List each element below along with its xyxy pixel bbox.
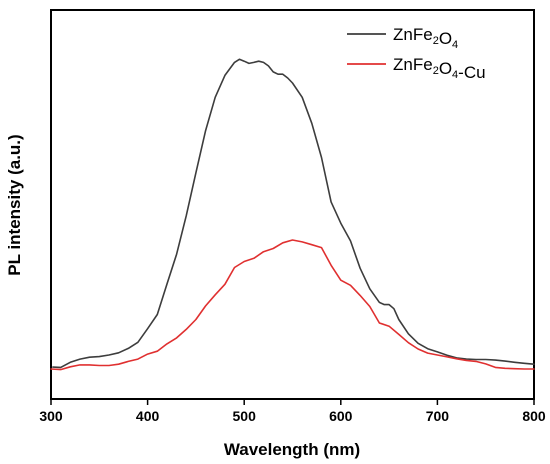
legend: ZnFe2O4 ZnFe2O4-Cu bbox=[347, 25, 486, 82]
x-tick-label: 500 bbox=[233, 408, 257, 424]
x-tick-label: 600 bbox=[329, 408, 353, 424]
plot-frame bbox=[50, 9, 535, 400]
x-axis-ticks: 300 400 500 600 700 800 bbox=[39, 399, 546, 424]
x-tick-label: 700 bbox=[426, 408, 450, 424]
legend-label: ZnFe2O4 bbox=[393, 25, 458, 51]
series-line-znfe2o4-cu bbox=[50, 239, 535, 371]
legend-label: ZnFe2O4-Cu bbox=[393, 55, 486, 82]
x-axis-title: Wavelength (nm) bbox=[224, 440, 360, 459]
x-tick-label: 800 bbox=[522, 408, 546, 424]
y-axis-title: PL intensity (a.u.) bbox=[5, 134, 24, 275]
series-lines bbox=[50, 58, 535, 371]
x-tick-label: 300 bbox=[39, 408, 63, 424]
series-line-znfe2o4 bbox=[52, 58, 535, 369]
x-tick-label: 400 bbox=[136, 408, 160, 424]
